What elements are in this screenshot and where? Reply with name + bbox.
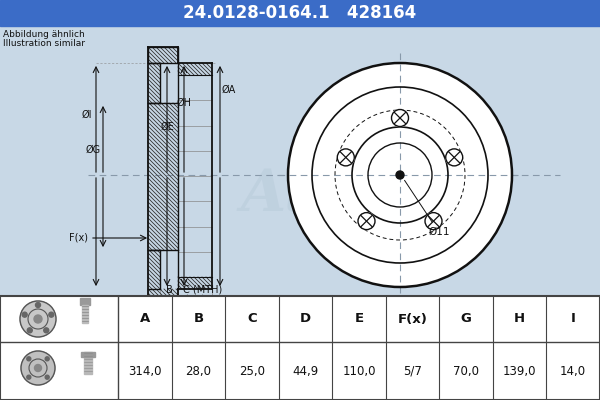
Bar	[0, 296, 600, 400]
Text: A: A	[140, 312, 150, 326]
Text: I: I	[571, 312, 575, 326]
Text: 28,0: 28,0	[185, 364, 211, 378]
Text: G: G	[461, 312, 472, 326]
Text: C (MTH): C (MTH)	[183, 285, 222, 295]
Circle shape	[49, 312, 54, 317]
Circle shape	[44, 328, 49, 333]
Circle shape	[35, 364, 41, 372]
Circle shape	[425, 213, 442, 230]
Circle shape	[20, 301, 56, 337]
Text: B: B	[166, 285, 172, 295]
Circle shape	[27, 328, 32, 333]
Bar	[84, 352, 92, 374]
Text: 139,0: 139,0	[503, 364, 536, 378]
Text: 110,0: 110,0	[342, 364, 376, 378]
Circle shape	[34, 315, 42, 323]
Circle shape	[392, 110, 409, 126]
Bar	[82, 305, 88, 323]
Text: Ate: Ate	[241, 167, 349, 223]
Circle shape	[45, 357, 49, 361]
Text: 70,0: 70,0	[453, 364, 479, 378]
Text: D: D	[159, 308, 167, 318]
Text: ØH: ØH	[176, 98, 191, 108]
Circle shape	[358, 213, 375, 230]
Bar	[148, 47, 178, 63]
Bar	[0, 26, 600, 296]
Text: B: B	[193, 312, 203, 326]
Circle shape	[27, 357, 31, 361]
Text: C: C	[247, 312, 257, 326]
Text: 24.0128-0164.1   428164: 24.0128-0164.1 428164	[184, 4, 416, 22]
Text: F(x): F(x)	[398, 312, 427, 326]
Circle shape	[22, 312, 27, 317]
Text: ØI: ØI	[82, 110, 92, 120]
Text: Ø11: Ø11	[404, 180, 449, 237]
Bar	[0, 296, 600, 400]
Text: ØG: ØG	[86, 145, 101, 155]
Circle shape	[27, 375, 31, 379]
Text: 14,0: 14,0	[560, 364, 586, 378]
Text: H: H	[514, 312, 525, 326]
Circle shape	[35, 302, 41, 308]
Text: 5/7: 5/7	[403, 364, 422, 378]
Text: ØA: ØA	[222, 85, 236, 95]
Text: D: D	[300, 312, 311, 326]
Text: 314,0: 314,0	[128, 364, 161, 378]
Text: F(x): F(x)	[69, 233, 88, 243]
Text: ØE: ØE	[160, 122, 174, 132]
Circle shape	[396, 171, 404, 179]
Circle shape	[45, 375, 49, 379]
Bar	[81, 352, 95, 357]
Circle shape	[288, 63, 512, 287]
Text: Abbildung ähnlich: Abbildung ähnlich	[3, 30, 85, 39]
Bar	[0, 0, 600, 26]
Circle shape	[337, 149, 354, 166]
Text: 25,0: 25,0	[239, 364, 265, 378]
Bar	[80, 298, 90, 305]
Circle shape	[446, 149, 463, 166]
Text: Illustration similar: Illustration similar	[3, 39, 85, 48]
Text: 44,9: 44,9	[292, 364, 319, 378]
Circle shape	[21, 351, 55, 385]
Text: E: E	[355, 312, 364, 326]
